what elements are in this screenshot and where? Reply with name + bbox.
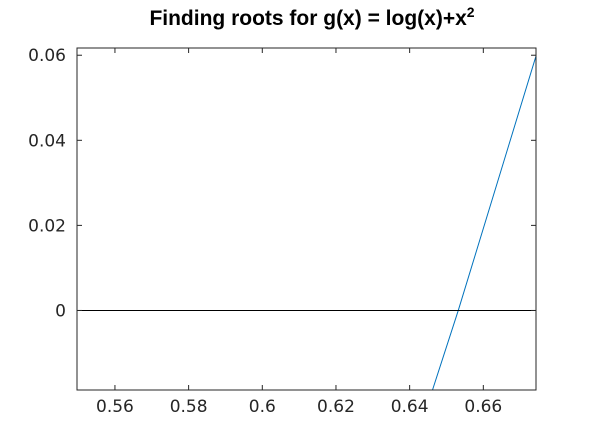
x-tick-label: 0.66 — [464, 397, 502, 417]
y-tick-label: 0.06 — [28, 46, 66, 66]
y-tick-label: 0.02 — [28, 216, 66, 236]
x-tick-label: 0.58 — [170, 397, 208, 417]
plot-background — [77, 48, 536, 390]
plot-area: 0.56 0.58 0.6 0.62 0.64 0.66 0 0.02 0.04 0.06 — [28, 46, 537, 417]
chart-title-superscript: 2 — [467, 4, 475, 20]
x-tick-label: 0.62 — [317, 397, 355, 417]
chart-title-main: Finding roots for g(x) = log(x)+x — [149, 7, 467, 30]
x-tick-label: 0.56 — [96, 397, 134, 417]
axes-box — [76, 47, 537, 391]
x-tick-label: 0.64 — [391, 397, 429, 417]
x-tick-label: 0.6 — [249, 397, 276, 417]
y-tick-label: 0 — [55, 301, 66, 321]
series-group — [77, 55, 536, 390]
y-tick-label: 0.04 — [28, 131, 66, 151]
chart-title: Finding roots for g(x) = log(x)+x2 — [149, 4, 474, 30]
